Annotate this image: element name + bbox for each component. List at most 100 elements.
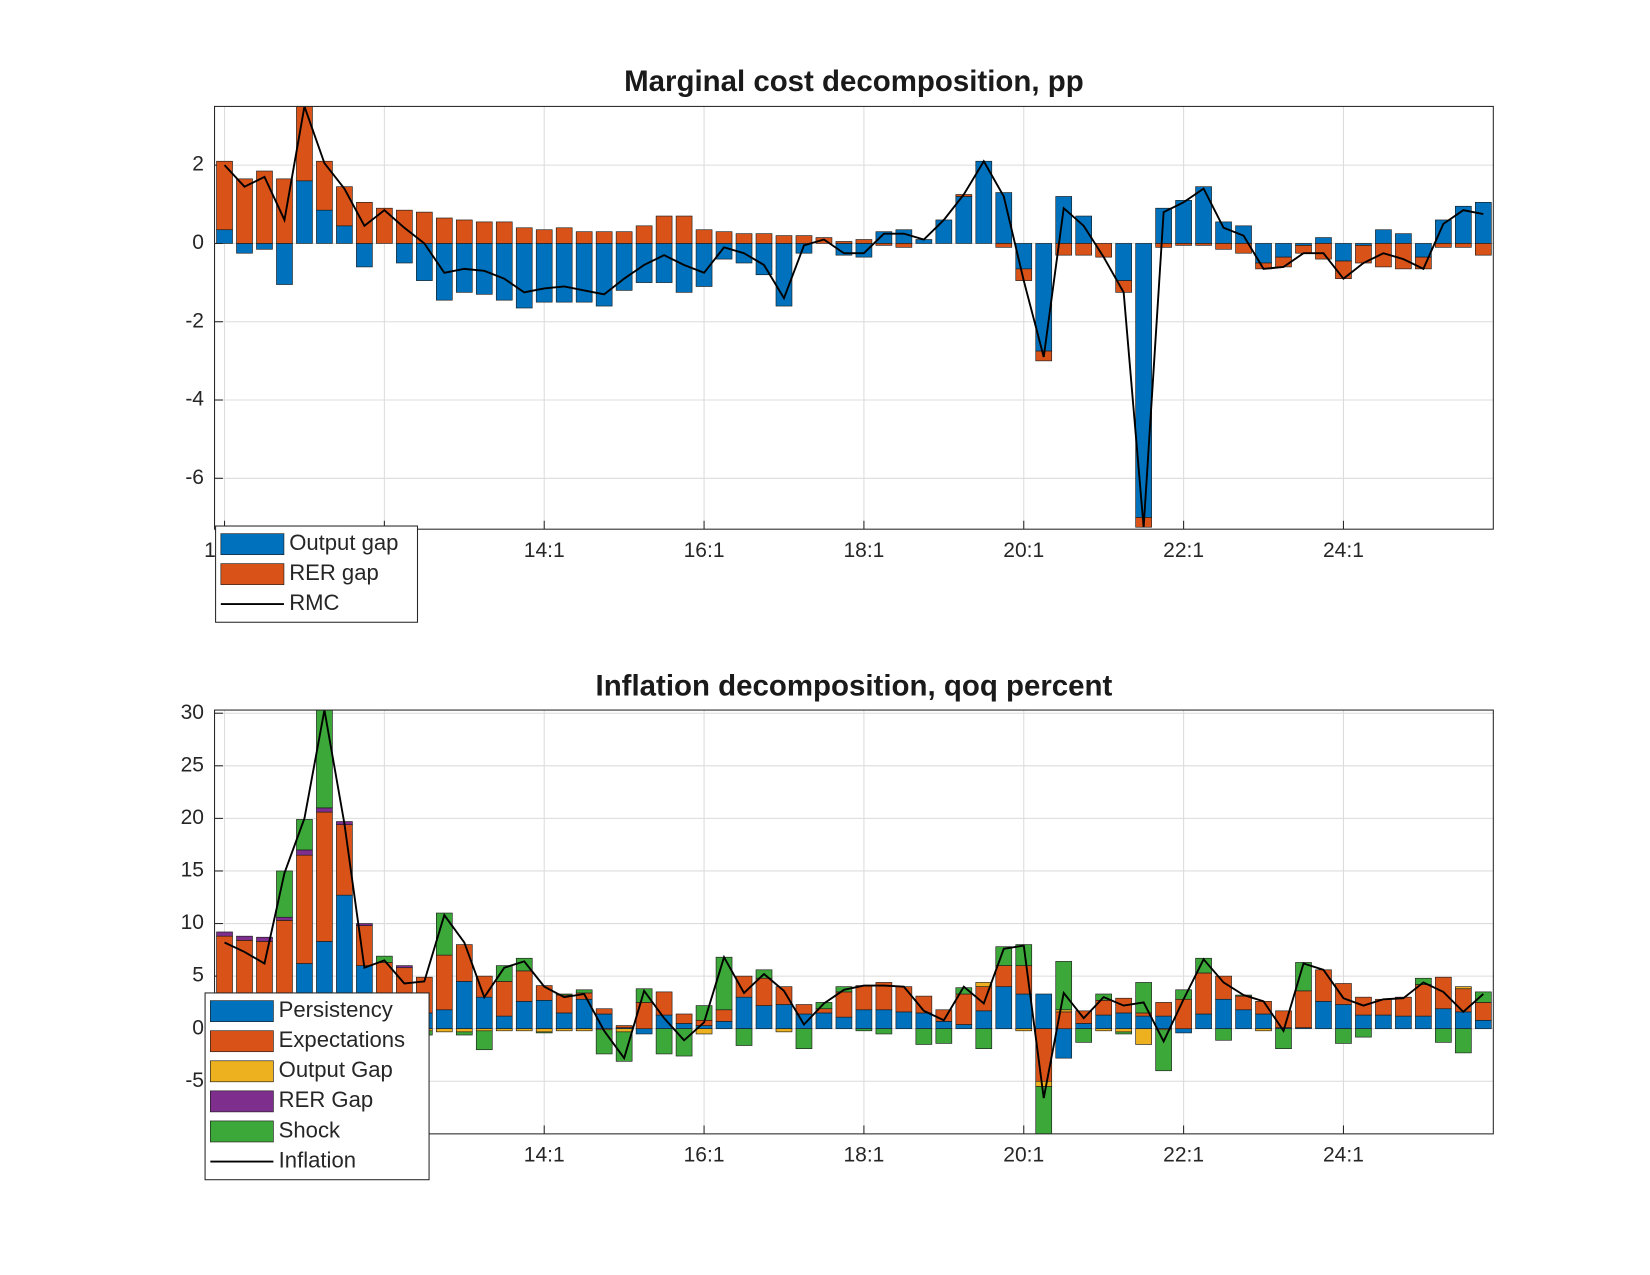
bar-segment [915, 995, 933, 1014]
bar-segment [1095, 1014, 1112, 1030]
bar-segment [695, 1005, 713, 1021]
bar-segment [655, 991, 673, 1016]
bar-segment [1355, 1014, 1372, 1030]
y-tick-label: 15 [181, 859, 204, 882]
line [224, 710, 1484, 1099]
bar-segment [1075, 1028, 1093, 1043]
bar-segment [436, 912, 453, 956]
y-tick-label: -6 [185, 466, 204, 489]
bar-segment [216, 160, 233, 231]
plot-area [214, 106, 1494, 530]
bar-segment [635, 1002, 653, 1030]
bar-segment [1315, 969, 1332, 1002]
bar-segment [1095, 243, 1112, 258]
bar-segment [855, 243, 873, 258]
bar-segment [555, 243, 573, 303]
bar-segment [1115, 1012, 1132, 1030]
bar-segment [1135, 243, 1152, 518]
bar-segment [436, 954, 453, 1011]
bar-segment [1055, 961, 1073, 1011]
bar-segment [1455, 1011, 1472, 1030]
bar-segment [236, 935, 253, 941]
bar-segment [795, 235, 813, 244]
bar-segment [1175, 200, 1192, 244]
bar-segment [316, 710, 333, 809]
bar-segment [775, 1028, 793, 1033]
bar-segment [615, 1028, 633, 1033]
bar-segment [855, 239, 873, 244]
bar-segment [655, 1028, 673, 1055]
bar-segment [935, 1028, 953, 1044]
bar-segment [475, 1030, 493, 1051]
bar-segment [675, 1023, 693, 1030]
legend-swatch [220, 563, 285, 585]
bar-segment [775, 1004, 793, 1030]
bar-segment [1395, 243, 1412, 270]
bar-segment [1015, 1028, 1033, 1032]
bar-segment [1335, 243, 1352, 262]
bar-segment [1135, 1028, 1152, 1045]
bar-segment [1475, 243, 1492, 256]
y-tick-label: 30 [181, 701, 204, 724]
bar-segment [495, 1028, 513, 1032]
bar-segment [455, 1028, 473, 1033]
bar-segment [1315, 243, 1332, 260]
bar-segment [1015, 944, 1033, 966]
bar-segment [216, 931, 233, 937]
bar-segment [735, 233, 753, 244]
bar-segment [256, 170, 273, 244]
bar-segment [1215, 221, 1232, 244]
legend-label: RER gap [289, 560, 379, 585]
bar-segment [1455, 988, 1472, 1013]
bar-segment [895, 243, 913, 248]
bar-segment [455, 981, 473, 1030]
legend-label: Output Gap [279, 1057, 393, 1082]
bar-segment [1415, 984, 1432, 1017]
bar-segment [515, 1001, 533, 1030]
bar-segment [256, 243, 273, 250]
bar-segment [1215, 1028, 1232, 1041]
bar-segment [495, 243, 513, 301]
bar-segment [995, 965, 1013, 987]
bar-segment [475, 996, 493, 1030]
bar-segment [595, 243, 613, 307]
bar-segment [1435, 1008, 1452, 1030]
bar-segment [1475, 1002, 1492, 1021]
bar-segment [995, 986, 1013, 1030]
bar-segment [495, 981, 513, 1017]
bar-segment [975, 1010, 993, 1030]
bar-segment [735, 1028, 753, 1046]
bar-segment [495, 221, 513, 244]
bar-segment [1175, 1028, 1192, 1034]
bar-segment [535, 1031, 553, 1034]
bar-segment [515, 970, 533, 1002]
bar-segment [256, 936, 273, 942]
bar-segment [715, 1009, 733, 1022]
bar-segment [835, 991, 853, 1018]
bar-segment [1415, 977, 1432, 985]
y-tick-label: -5 [185, 1069, 204, 1092]
bar-segment [555, 1028, 573, 1032]
bar-segment [376, 955, 393, 963]
bar-segment [515, 227, 533, 244]
bar-segment [396, 243, 413, 264]
legend-swatch [210, 1000, 274, 1022]
bar-segment [1195, 186, 1212, 244]
bar-segment [795, 1028, 813, 1050]
bar-segment [795, 1004, 813, 1015]
bar-segment [475, 221, 493, 244]
bar-segment [1055, 1028, 1073, 1059]
bar-segment [715, 243, 733, 260]
bar-segment [755, 977, 773, 1006]
bar-segment [396, 965, 413, 969]
bar-segment [1075, 243, 1093, 256]
legend-label: Shock [279, 1117, 341, 1142]
y-tick-label: 20 [181, 806, 204, 829]
bar-segment [1355, 1028, 1372, 1038]
bar-segment [575, 243, 593, 303]
bar-segment [635, 1028, 653, 1035]
bar-segment [1455, 1028, 1472, 1054]
bar-segment [276, 243, 293, 285]
bar-segment [1195, 972, 1212, 1015]
bar-segment [276, 916, 293, 921]
